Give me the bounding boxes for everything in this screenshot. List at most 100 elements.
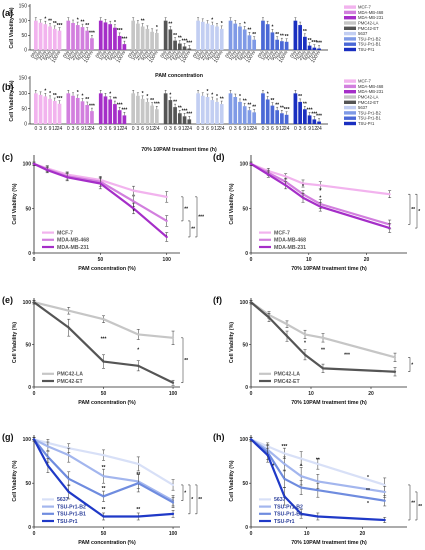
significance-mark: *	[137, 347, 139, 353]
bar-tick-label: 3	[299, 126, 302, 132]
significance-mark: **	[418, 504, 422, 510]
data-point	[304, 333, 306, 335]
bar	[90, 111, 94, 124]
y-tick-label: 50	[242, 481, 248, 487]
legend-label: TSU-Pr1	[358, 47, 375, 52]
data-point	[389, 227, 391, 229]
significance-mark: *	[319, 196, 321, 202]
y-axis-label: Cell Viability (%)	[9, 7, 15, 48]
data-point	[137, 333, 139, 335]
bar	[220, 104, 224, 124]
significance-mark: **	[298, 94, 302, 100]
y-axis-label: Cell Viability (%)	[229, 183, 235, 224]
bar	[173, 107, 177, 124]
bar	[187, 119, 191, 124]
significance-mark: *	[156, 25, 158, 31]
bar	[252, 40, 256, 50]
significance-mark: *	[221, 21, 223, 27]
significance-bracket	[181, 197, 183, 221]
y-tick-label: 0	[28, 525, 31, 531]
significance-mark: *	[169, 92, 171, 98]
legend-label: MDA-MB-231	[57, 245, 89, 251]
bar-tick-label: 6	[303, 126, 306, 132]
data-point	[250, 438, 252, 440]
data-point	[33, 301, 35, 303]
legend-label: TSU-Pr1	[57, 519, 78, 525]
significance-mark: *	[82, 94, 84, 100]
legend-label: PMC42-ET	[358, 26, 379, 31]
significance-mark: **	[85, 23, 89, 29]
bar-tick-label: 0	[99, 126, 102, 132]
significance-mark: **	[184, 358, 188, 364]
data-point	[68, 310, 70, 312]
legend-swatch	[344, 48, 356, 51]
legend-swatch	[344, 117, 356, 120]
data-point	[389, 193, 391, 195]
bar-tick-label: 3	[104, 126, 107, 132]
bar	[66, 21, 70, 50]
bar	[294, 93, 298, 124]
significance-mark: **	[247, 28, 251, 34]
significance-mark: *	[367, 475, 369, 481]
significance-mark: **	[280, 33, 284, 39]
bar	[275, 40, 279, 50]
data-point	[66, 176, 68, 178]
significance-mark: *	[207, 89, 209, 95]
data-point	[283, 452, 285, 454]
significance-mark: **	[285, 34, 289, 40]
bar	[43, 24, 47, 50]
legend-swatch	[344, 101, 356, 104]
significance-bracket	[415, 492, 417, 520]
legend-label: TSU-Pr1-B2	[358, 110, 381, 115]
data-point	[250, 301, 252, 303]
significance-mark: *	[367, 501, 369, 507]
significance-bracket	[415, 194, 417, 228]
legend-label: TSU-Pr1-B1	[358, 116, 381, 121]
legend-label: 5637	[274, 497, 286, 503]
bar	[34, 93, 38, 124]
y-axis-label: Cell Viability (%)	[12, 322, 18, 363]
legend-swatch	[344, 21, 356, 24]
legend-label: TSU-Pr1-B1	[358, 42, 381, 47]
significance-mark: ***	[89, 30, 95, 36]
bar-tick-label: 0	[164, 126, 167, 132]
legend-label: 5637	[57, 497, 69, 503]
significance-bracket	[195, 485, 197, 514]
data-point	[384, 519, 386, 521]
data-point	[172, 382, 174, 384]
bar-tick-label: 3	[234, 126, 237, 132]
data-point	[322, 367, 324, 369]
data-point	[47, 465, 49, 467]
data-point	[33, 438, 35, 440]
data-point	[166, 236, 168, 238]
x-tick-label: 10	[308, 391, 314, 397]
bar	[317, 122, 321, 124]
bar-tick-label: 0	[132, 126, 135, 132]
data-point	[268, 316, 270, 318]
y-axis-label: Cell Viability (%)	[12, 460, 18, 501]
legend-label: MDA-MB-468	[358, 10, 384, 15]
significance-mark: **	[141, 19, 145, 25]
legend-label: TSU-Pr1-B2	[57, 504, 86, 510]
bar	[141, 27, 145, 50]
bar	[196, 21, 200, 50]
data-point	[172, 337, 174, 339]
legend-swatch	[344, 43, 356, 46]
data-point	[172, 513, 174, 515]
x-tick-label: 20	[360, 531, 366, 537]
y-tick-label: 0	[24, 122, 27, 128]
significance-mark: **	[270, 98, 274, 104]
significance-mark: **	[173, 99, 177, 105]
significance-bracket	[181, 338, 183, 383]
legend-label: MCF-7	[274, 230, 290, 236]
data-point	[68, 478, 70, 480]
bar-tick-label: 24	[89, 126, 95, 132]
data-point	[137, 482, 139, 484]
x-tick-label: 50	[98, 257, 104, 263]
legend-label: TSU-Pr1	[358, 121, 375, 126]
y-tick-label: 0	[28, 385, 31, 391]
bar	[58, 31, 62, 50]
significance-mark: **	[85, 97, 89, 103]
y-tick-label: 0	[245, 525, 248, 531]
bar	[229, 21, 233, 50]
